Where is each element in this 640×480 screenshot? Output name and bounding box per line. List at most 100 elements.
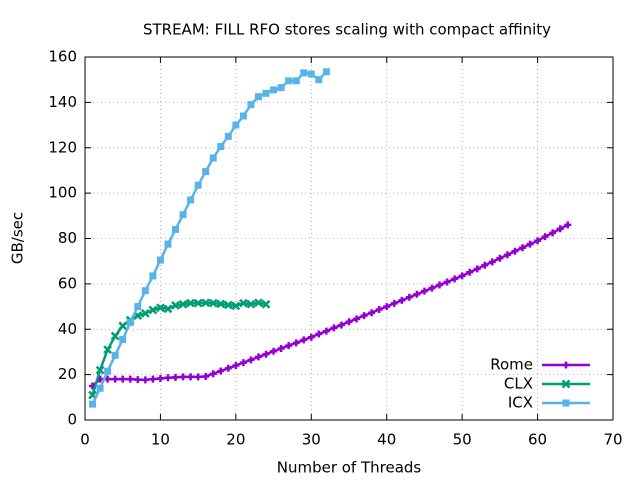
y-tick-label: 60 [58,274,77,292]
point [104,367,112,375]
point [224,132,232,140]
point [134,303,142,311]
y-tick-label: 160 [48,48,77,66]
point [95,365,105,375]
point [277,345,285,353]
point [223,300,233,310]
point [466,268,474,276]
point [187,196,195,204]
point [140,308,150,318]
x-tick-label: 30 [302,431,321,449]
point [194,181,202,189]
point [231,301,241,311]
y-tick-label: 120 [48,138,77,156]
x-tick-label: 0 [80,431,90,449]
point [119,375,127,383]
point [285,342,293,350]
point [375,306,383,314]
point [239,298,248,308]
point [89,400,97,408]
point [368,309,376,317]
point [436,281,444,289]
point [488,258,496,266]
point [103,345,113,355]
point [473,265,481,273]
point [194,373,202,381]
point [186,298,195,308]
point [111,351,119,359]
point [307,70,315,78]
point [330,324,338,332]
point [383,303,391,311]
point [541,233,549,241]
point [390,299,398,307]
point [232,121,240,129]
point [216,299,226,309]
point [526,240,534,248]
chart-title: STREAM: FILL RFO stores scaling with com… [143,21,551,39]
point [148,305,158,315]
point [458,272,466,280]
x-tick-label: 70 [603,431,622,449]
point [247,101,255,109]
point [511,247,519,255]
point [451,275,459,283]
point [141,287,149,295]
point [564,221,572,229]
point [322,327,330,335]
point [254,93,262,101]
point [164,374,172,382]
point [224,364,232,372]
point [300,69,308,77]
y-tick-label: 100 [48,184,77,202]
point [262,350,270,358]
point [187,373,195,381]
point [405,293,413,301]
y-tick-label: 80 [58,229,77,247]
point [270,347,278,355]
point [556,225,564,233]
point [518,244,526,252]
point [562,399,570,407]
point [119,335,127,343]
point [292,339,300,347]
point [172,225,180,233]
point [111,375,119,383]
point [561,379,571,389]
point [549,229,557,237]
point [247,356,255,364]
y-tick-label: 0 [67,411,77,429]
point [232,362,240,370]
point [118,321,128,331]
point [285,77,293,85]
point [345,318,353,326]
point [300,336,308,344]
y-axis-label: GB/sec [9,212,27,264]
point [239,359,247,367]
point [292,77,300,85]
point [496,254,504,262]
point [171,301,180,310]
point [202,168,210,176]
point [208,298,218,308]
y-tick-label: 40 [58,320,77,338]
point [443,278,451,286]
point [261,299,271,309]
point [262,89,270,97]
point [353,315,361,323]
point [149,272,157,280]
point [149,375,157,383]
point [193,298,203,308]
x-axis-label: Number of Threads [277,459,422,477]
point [96,384,104,392]
point [179,373,187,381]
point [156,374,164,382]
x-tick-label: 60 [528,431,547,449]
point [246,299,256,309]
point [172,373,180,381]
point [398,296,406,304]
point [156,303,165,313]
plot-frame [84,56,614,421]
point [428,284,436,292]
